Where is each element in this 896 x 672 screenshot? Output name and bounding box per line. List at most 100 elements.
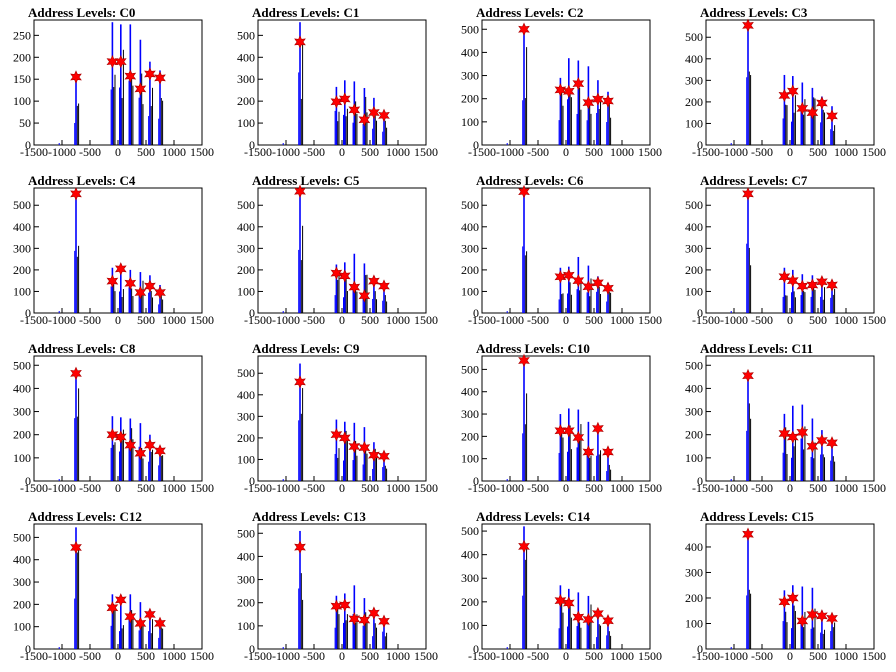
peak-marker [582, 612, 595, 627]
x-tick-label: -500 [79, 313, 101, 327]
panel-title: Address Levels: C4 [28, 173, 136, 188]
x-tick-label: -500 [303, 649, 325, 663]
x-tick-label: 500 [137, 145, 155, 159]
peak-marker [778, 426, 791, 441]
x-tick-label: 1500 [414, 145, 438, 159]
plot-frame [257, 523, 427, 650]
x-tick-label: -1500 [692, 481, 720, 495]
panel-11: Address Levels: C11 0 100 200 300 400 500 -1500… [685, 341, 886, 495]
y-tick-label: 100 [685, 284, 703, 298]
x-tick-label: -1500 [692, 649, 720, 663]
peak-marker [592, 276, 604, 290]
x-tick-label: 500 [809, 481, 827, 495]
peak-marker [582, 95, 595, 110]
peak-marker [154, 285, 166, 300]
peak-marker [582, 279, 595, 294]
y-tick-label: 300 [461, 241, 479, 255]
x-tick-label: 1000 [386, 481, 410, 495]
x-tick-label: -500 [527, 649, 549, 663]
x-tick-label: 1500 [414, 481, 438, 495]
x-tick-label: 500 [809, 649, 827, 663]
peak-marker [826, 611, 838, 626]
peak-marker [348, 612, 361, 626]
panel-title: Address Levels: C12 [28, 509, 142, 524]
x-tick-label: 500 [361, 649, 379, 663]
y-tick-label: 400 [13, 220, 31, 234]
y-tick-label: 500 [13, 530, 31, 544]
x-tick-label: -1500 [692, 145, 720, 159]
peak-marker [816, 275, 828, 289]
x-tick-label: -500 [527, 313, 549, 327]
panel-title: Address Levels: C14 [476, 509, 590, 524]
y-tick-label: 400 [237, 220, 255, 234]
x-tick-label: 1500 [638, 649, 662, 663]
x-tick-label: 1500 [414, 649, 438, 663]
plot-frame [705, 19, 875, 146]
y-tick-label: 0 [249, 474, 255, 488]
peak-marker [70, 540, 82, 555]
peak-marker [348, 280, 361, 294]
panel-7: Address Levels: C70100200300400500-1500-… [685, 173, 886, 327]
plot-frame [33, 355, 203, 482]
peak-marker [124, 276, 137, 291]
panel-5: Address Levels: C50100200300400500-1500-… [237, 173, 438, 327]
x-tick-label: 0 [115, 481, 121, 495]
plot-frame [481, 355, 651, 482]
x-tick-label: -1000 [48, 145, 76, 159]
y-tick-label: 0 [25, 474, 31, 488]
peak-marker [114, 262, 127, 276]
y-tick-label: 500 [685, 358, 703, 372]
y-tick-label: 150 [13, 72, 31, 86]
y-tick-label: 400 [685, 220, 703, 234]
x-tick-label: 500 [361, 481, 379, 495]
x-tick-label: -500 [303, 481, 325, 495]
plot-frame [257, 19, 427, 146]
y-tick-label: 0 [697, 642, 703, 656]
x-tick-label: 0 [339, 481, 345, 495]
panel-9: Address Levels: C90100200300400500-1500-… [237, 341, 438, 495]
x-tick-label: 500 [137, 649, 155, 663]
y-tick-label: 200 [461, 263, 479, 277]
y-tick-label: 100 [13, 451, 31, 465]
x-tick-label: -1500 [468, 649, 496, 663]
peak-marker [124, 609, 137, 624]
y-tick-label: 500 [461, 524, 479, 538]
peak-marker [338, 269, 351, 283]
panel-title: Address Levels: C9 [252, 341, 360, 356]
y-tick-label: 0 [249, 138, 255, 152]
x-tick-label: 0 [339, 313, 345, 327]
x-tick-label: -1500 [244, 649, 272, 663]
x-tick-label: 1000 [610, 145, 634, 159]
peak-marker [134, 82, 147, 96]
peak-marker [742, 18, 754, 33]
x-tick-label: -1000 [496, 649, 524, 663]
peak-marker [518, 539, 530, 554]
x-tick-label: 1500 [862, 649, 886, 663]
peak-marker [294, 184, 306, 198]
x-tick-label: 1500 [190, 145, 214, 159]
y-tick-label: 500 [13, 198, 31, 212]
peak-marker [572, 430, 585, 445]
y-tick-label: 200 [685, 263, 703, 277]
y-tick-label: 100 [461, 115, 479, 129]
x-tick-label: -1000 [48, 313, 76, 327]
panel-14: Address Levels: C14 0 100 200 300 400 500 -1500… [461, 509, 662, 663]
x-tick-label: 1500 [190, 481, 214, 495]
peak-marker [114, 593, 127, 607]
peak-marker [378, 279, 390, 293]
x-tick-label: 1000 [162, 649, 186, 663]
peak-marker [562, 268, 575, 283]
x-tick-label: 1000 [386, 649, 410, 663]
y-tick-label: 100 [13, 620, 31, 634]
y-tick-label: 250 [13, 28, 31, 42]
peak-marker [134, 446, 147, 460]
x-tick-label: -1000 [720, 481, 748, 495]
x-tick-label: 500 [585, 481, 603, 495]
y-tick-label: 100 [237, 619, 255, 633]
x-tick-label: 0 [787, 145, 793, 159]
x-tick-label: -500 [751, 313, 773, 327]
panel-1: Address Levels: C10100200300400500-1500-… [237, 5, 438, 159]
x-tick-label: -1500 [20, 649, 48, 663]
peak-marker [368, 606, 380, 620]
peak-marker [338, 598, 351, 612]
